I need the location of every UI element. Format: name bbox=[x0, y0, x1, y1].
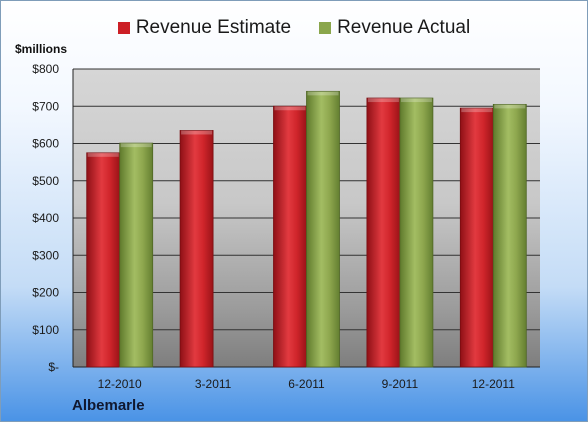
y-tick-label: $500 bbox=[32, 174, 59, 188]
legend-swatch-actual bbox=[319, 22, 332, 34]
bar-actual-highlight bbox=[400, 98, 432, 103]
bar-actual bbox=[119, 142, 154, 368]
y-tick-label: $- bbox=[48, 360, 59, 374]
legend-item-actual: Revenue Actual bbox=[319, 17, 470, 39]
y-tick-label: $700 bbox=[32, 99, 59, 113]
y-tick-label: $300 bbox=[32, 248, 59, 262]
x-tick-label: 9-2011 bbox=[382, 377, 419, 391]
bar-actual bbox=[492, 103, 527, 368]
y-tick-label: $600 bbox=[32, 137, 59, 151]
y-axis-unit-label: $millions bbox=[15, 42, 68, 56]
x-tick-label: 12-2010 bbox=[98, 377, 142, 391]
y-tick-label: $800 bbox=[32, 62, 59, 76]
y-tick-label: $100 bbox=[32, 323, 59, 337]
bar-actual-highlight bbox=[120, 143, 152, 148]
bar-estimate-highlight bbox=[461, 108, 493, 113]
legend-label-estimate: Revenue Estimate bbox=[135, 17, 292, 38]
bar-estimate bbox=[179, 130, 214, 368]
company-name: Albemarle bbox=[72, 397, 145, 414]
bar-estimate bbox=[459, 107, 494, 368]
bar-actual-highlight bbox=[494, 104, 526, 109]
y-tick-label: $200 bbox=[32, 286, 59, 300]
y-tick-label: $400 bbox=[32, 211, 59, 225]
bar-estimate bbox=[86, 152, 121, 368]
x-tick-label: 12-2011 bbox=[472, 377, 515, 391]
bar-actual-highlight bbox=[307, 91, 339, 96]
x-tick-label: 6-2011 bbox=[288, 377, 325, 391]
x-tick-label: 3-2011 bbox=[195, 377, 232, 391]
bar-estimate-highlight bbox=[367, 98, 399, 103]
bar-estimate bbox=[273, 105, 307, 368]
legend-label-actual: Revenue Actual bbox=[337, 17, 471, 38]
bar-estimate bbox=[366, 97, 401, 368]
bar-estimate-highlight bbox=[87, 152, 119, 157]
legend: Revenue Estimate Revenue Actual bbox=[1, 17, 587, 39]
bar-estimate-highlight bbox=[274, 106, 306, 111]
bar-estimate-highlight bbox=[181, 130, 213, 135]
bar-actual bbox=[306, 90, 340, 368]
bar-actual bbox=[399, 97, 434, 368]
legend-item-estimate: Revenue Estimate bbox=[117, 17, 292, 39]
legend-swatch-estimate bbox=[117, 22, 130, 34]
